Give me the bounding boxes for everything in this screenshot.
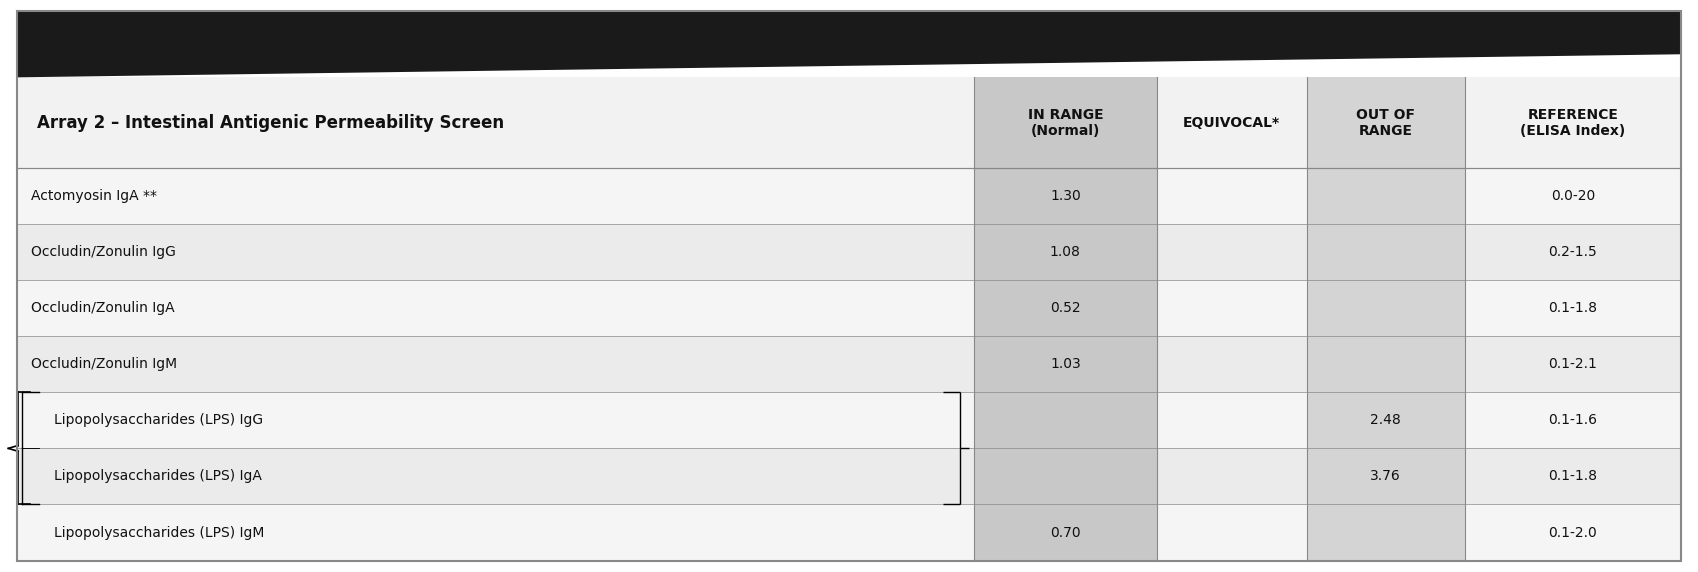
Bar	[975, 505, 1156, 561]
Text: 0.1-1.8: 0.1-1.8	[1549, 301, 1598, 315]
Bar	[975, 336, 1156, 392]
Text: 1.08: 1.08	[1049, 245, 1080, 259]
Text: Occludin/Zonulin IgM: Occludin/Zonulin IgM	[31, 358, 177, 371]
Text: Array 2 – Intestinal Antigenic Permeability Screen: Array 2 – Intestinal Antigenic Permeabil…	[37, 114, 504, 132]
Bar	[975, 224, 1156, 280]
Bar	[17, 505, 1681, 561]
Bar	[975, 280, 1156, 336]
Text: 0.0-20: 0.0-20	[1550, 189, 1594, 203]
Text: 1.30: 1.30	[1049, 189, 1080, 203]
Text: Lipopolysaccharides (LPS) IgM: Lipopolysaccharides (LPS) IgM	[54, 526, 265, 539]
Text: 0.70: 0.70	[1049, 526, 1080, 539]
Text: REFERENCE
(ELISA Index): REFERENCE (ELISA Index)	[1520, 108, 1625, 138]
Bar	[1306, 77, 1465, 168]
Text: EQUIVOCAL*: EQUIVOCAL*	[1184, 116, 1280, 130]
Text: Lipopolysaccharides (LPS) IgA: Lipopolysaccharides (LPS) IgA	[54, 470, 261, 483]
Text: 2.48: 2.48	[1370, 414, 1401, 427]
Polygon shape	[17, 11, 1681, 77]
Bar	[17, 448, 1681, 505]
Bar	[1306, 505, 1465, 561]
Bar	[17, 392, 1681, 448]
Text: Occludin/Zonulin IgG: Occludin/Zonulin IgG	[31, 245, 175, 259]
Text: 0.1-2.0: 0.1-2.0	[1549, 526, 1598, 539]
Text: 3.76: 3.76	[1370, 470, 1401, 483]
Text: 0.52: 0.52	[1049, 301, 1080, 315]
Bar	[17, 336, 1681, 392]
Bar	[1306, 280, 1465, 336]
Bar	[1306, 224, 1465, 280]
Text: Lipopolysaccharides (LPS) IgG: Lipopolysaccharides (LPS) IgG	[54, 414, 263, 427]
Bar	[17, 224, 1681, 280]
Text: 0.1-2.1: 0.1-2.1	[1549, 358, 1598, 371]
Bar	[17, 77, 1681, 168]
Bar	[975, 77, 1156, 168]
Bar	[1306, 168, 1465, 224]
Bar	[17, 168, 1681, 224]
Bar	[1306, 448, 1465, 505]
Bar	[975, 168, 1156, 224]
Bar	[975, 448, 1156, 505]
Text: Actomyosin IgA **: Actomyosin IgA **	[31, 189, 156, 203]
Text: Occludin/Zonulin IgA: Occludin/Zonulin IgA	[31, 301, 175, 315]
Text: 0.1-1.8: 0.1-1.8	[1549, 470, 1598, 483]
Bar	[1306, 336, 1465, 392]
Bar	[975, 392, 1156, 448]
Text: OUT OF
RANGE: OUT OF RANGE	[1357, 108, 1414, 138]
Text: 0.1-1.6: 0.1-1.6	[1549, 414, 1598, 427]
Bar	[17, 280, 1681, 336]
Text: 0.2-1.5: 0.2-1.5	[1549, 245, 1598, 259]
Bar	[1306, 392, 1465, 448]
Text: IN RANGE
(Normal): IN RANGE (Normal)	[1027, 108, 1104, 138]
Text: 1.03: 1.03	[1049, 358, 1080, 371]
